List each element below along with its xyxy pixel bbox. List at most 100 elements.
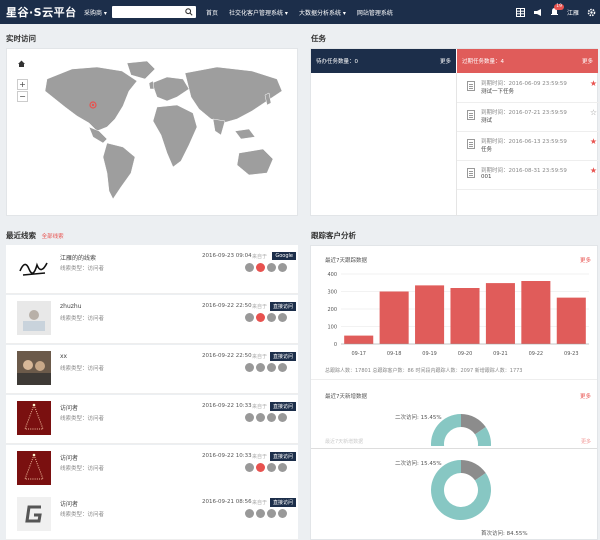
search-icon[interactable] bbox=[185, 8, 193, 16]
tasks-section-title: 任务 bbox=[311, 34, 326, 43]
lead-name: xx bbox=[60, 353, 68, 360]
pending-tasks-header: 待办任务数量：0 更多 bbox=[311, 49, 456, 73]
realtime-section-title: 实时访问 bbox=[6, 34, 36, 43]
edit-icon[interactable] bbox=[245, 313, 254, 322]
lead-row[interactable]: xx 线索类型：访问者 2016-09-22 22:50 来自于 直接访问 bbox=[6, 345, 298, 394]
nav-item-website[interactable]: 网站管理系统 bbox=[356, 9, 393, 17]
nav-item-home[interactable]: 首页 bbox=[206, 9, 219, 17]
bar[interactable] bbox=[344, 335, 374, 344]
view-icon[interactable] bbox=[278, 263, 287, 272]
bar[interactable] bbox=[485, 283, 515, 344]
lead-name: 江雁的的线索 bbox=[60, 255, 97, 262]
lead-row[interactable]: 访问者 线索类型：访问者 2016-09-21 08:56 来自于 直接访问 bbox=[6, 491, 298, 540]
star-filled-icon[interactable]: ★ bbox=[589, 137, 597, 146]
star-outline-icon[interactable]: ☆ bbox=[589, 108, 597, 117]
donut-slice[interactable] bbox=[461, 414, 486, 435]
x-tick-label: 09-23 bbox=[564, 351, 579, 357]
view-icon[interactable] bbox=[278, 509, 287, 518]
view-icon[interactable] bbox=[278, 363, 287, 372]
donut-slice[interactable] bbox=[431, 460, 491, 520]
star-icon[interactable] bbox=[256, 413, 265, 422]
edit-icon[interactable] bbox=[245, 363, 254, 372]
lead-row[interactable]: 江雁的的线索 线索类型：访问者 2016-09-23 09:04 来自于 Goo… bbox=[6, 245, 298, 294]
star-filled-icon[interactable]: ★ bbox=[589, 79, 597, 88]
edit-icon[interactable] bbox=[245, 463, 254, 472]
lead-source-tag: 直接访问 bbox=[269, 302, 296, 311]
lead-date: 2016-09-23 09:04 bbox=[202, 253, 252, 259]
bar[interactable] bbox=[415, 285, 445, 344]
all-leads-link[interactable]: 全部线索 bbox=[41, 234, 64, 240]
zoom-in-button[interactable]: + bbox=[17, 79, 28, 90]
obscured-more-link[interactable]: 更多 bbox=[580, 439, 591, 445]
pending-more-link[interactable]: 更多 bbox=[439, 59, 451, 65]
new-visitors-donut bbox=[431, 414, 491, 446]
bar[interactable] bbox=[556, 297, 586, 344]
donut-slice[interactable] bbox=[431, 414, 491, 446]
lead-actions bbox=[245, 263, 287, 272]
view-icon[interactable] bbox=[278, 463, 287, 472]
mail-icon[interactable] bbox=[267, 509, 276, 518]
star-icon[interactable] bbox=[256, 263, 265, 272]
lead-source-tag: Google bbox=[272, 252, 296, 260]
lead-date: 2016-09-22 10:33 bbox=[202, 403, 252, 409]
donut-slice[interactable] bbox=[461, 460, 486, 481]
task-item[interactable]: 到期时间：2016-06-13 23:59:59 任务 ★ bbox=[457, 133, 600, 161]
lead-source-label: 来自于 bbox=[252, 454, 268, 460]
edit-icon[interactable] bbox=[245, 413, 254, 422]
bar[interactable] bbox=[450, 288, 480, 344]
lead-actions bbox=[245, 509, 287, 518]
mail-icon[interactable] bbox=[267, 263, 276, 272]
app-logo[interactable]: 星谷·S云平台 bbox=[6, 6, 77, 19]
mail-icon[interactable] bbox=[267, 413, 276, 422]
mail-icon[interactable] bbox=[267, 313, 276, 322]
home-icon[interactable] bbox=[17, 59, 26, 68]
star-icon[interactable] bbox=[256, 509, 265, 518]
star-filled-icon[interactable]: ★ bbox=[589, 166, 597, 175]
mail-icon[interactable] bbox=[267, 463, 276, 472]
overdue-more-link[interactable]: 更多 bbox=[581, 59, 593, 65]
y-tick-label: 400 bbox=[327, 272, 337, 278]
grid-icon[interactable] bbox=[515, 7, 525, 17]
edit-icon[interactable] bbox=[245, 263, 254, 272]
lead-source-label: 来自于 bbox=[252, 500, 268, 506]
xmas-tree-thumbnail bbox=[17, 451, 51, 485]
lead-row[interactable]: 访问者 线索类型：访问者 2016-09-22 10:33 来自于 直接访问 bbox=[6, 395, 298, 444]
star-icon[interactable] bbox=[256, 313, 265, 322]
star-icon[interactable] bbox=[256, 363, 265, 372]
x-tick-label: 09-17 bbox=[351, 351, 366, 357]
mail-icon[interactable] bbox=[267, 363, 276, 372]
search-category-dropdown[interactable]: 采购商 ▾ bbox=[84, 9, 107, 17]
nav-item-crm[interactable]: 社交化客户管理系统 ▾ bbox=[229, 9, 288, 17]
lead-row[interactable]: zhuzhu 线索类型：访问者 2016-09-22 22:50 来自于 直接访… bbox=[6, 295, 298, 344]
task-due-date: 到期时间：2016-06-13 23:59:59 bbox=[481, 139, 567, 145]
search-input[interactable] bbox=[112, 6, 182, 18]
task-item[interactable]: 到期时间：2016-08-31 23:59:59 001 ★ bbox=[457, 162, 600, 190]
lead-name: zhuzhu bbox=[60, 303, 82, 310]
star-icon[interactable] bbox=[256, 463, 265, 472]
lead-type: 线索类型：访问者 bbox=[60, 416, 105, 422]
task-item[interactable]: 到期时间：2016-07-21 23:59:59 测试 ☆ bbox=[457, 104, 600, 132]
visits-more-link[interactable]: 更多 bbox=[579, 258, 591, 264]
notifications[interactable]: 19 bbox=[550, 3, 564, 18]
search-box bbox=[112, 6, 196, 18]
lead-row[interactable]: 访问者 线索类型：访问者 2016-09-22 10:33 来自于 直接访问 bbox=[6, 445, 298, 494]
task-item[interactable]: 到期时间：2016-06-09 23:59:59 测试一下任务 ★ bbox=[457, 75, 600, 103]
zoom-out-button[interactable]: − bbox=[17, 91, 28, 102]
view-icon[interactable] bbox=[278, 413, 287, 422]
view-icon[interactable] bbox=[278, 313, 287, 322]
user-name[interactable]: 江雁 bbox=[566, 9, 579, 17]
megaphone-icon[interactable] bbox=[533, 8, 542, 17]
visits-bar-chart: 0 100 200 300 400 09-17 09-18 09-19 09-20 09-21 09… bbox=[327, 272, 589, 357]
new-data-more-link[interactable]: 更多 bbox=[579, 394, 591, 400]
bar[interactable] bbox=[379, 291, 409, 345]
nav-item-bigdata[interactable]: 大数据分析系统 ▾ bbox=[298, 9, 346, 17]
task-due-date: 到期时间：2016-07-21 23:59:59 bbox=[481, 110, 567, 116]
lead-source-label: 来自于 bbox=[252, 354, 268, 360]
world-map[interactable] bbox=[27, 61, 292, 206]
new-visitors-donut-full bbox=[431, 460, 491, 520]
x-tick-label: 09-21 bbox=[493, 351, 508, 357]
edit-icon[interactable] bbox=[245, 509, 254, 518]
gear-icon[interactable] bbox=[587, 8, 596, 17]
overdue-tasks-count: 过期任务数量：4 bbox=[462, 59, 504, 65]
bar[interactable] bbox=[521, 281, 551, 344]
